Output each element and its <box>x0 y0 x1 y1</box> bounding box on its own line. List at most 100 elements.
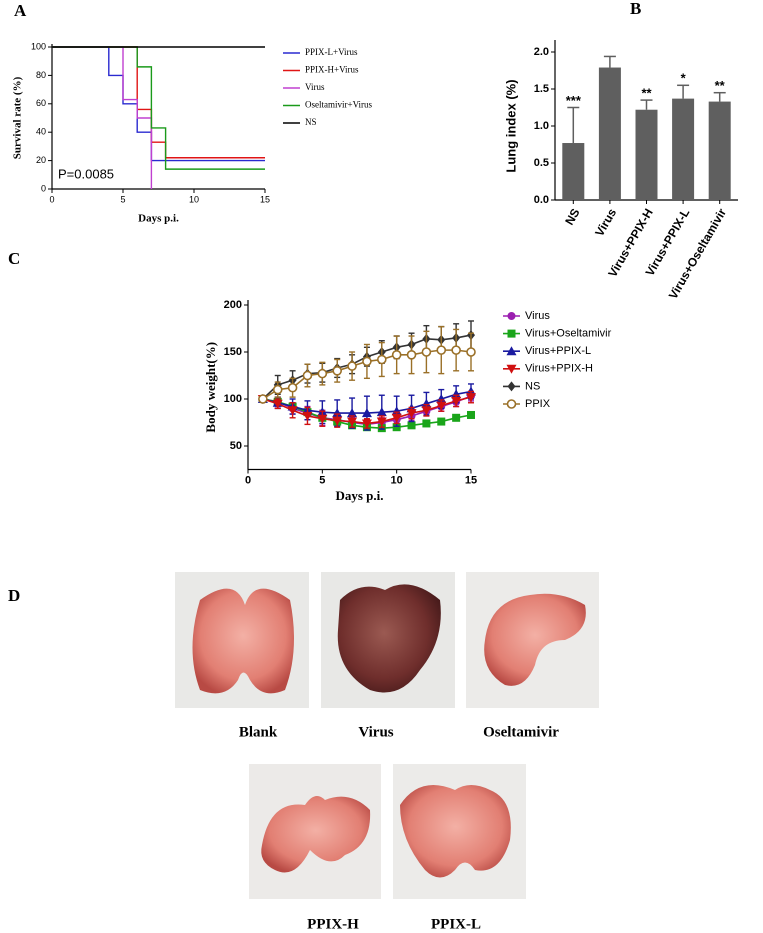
marker <box>302 370 313 381</box>
marker <box>451 345 461 355</box>
error-bar <box>640 99 653 110</box>
marker <box>506 364 517 374</box>
marker <box>302 411 313 421</box>
marker <box>376 417 387 427</box>
legend-label: NS <box>305 117 317 127</box>
marker <box>391 350 402 360</box>
marker <box>466 393 476 403</box>
significance-label: *** <box>566 93 582 108</box>
marker <box>506 399 517 409</box>
marker <box>376 407 387 417</box>
marker <box>436 345 447 355</box>
photo <box>175 572 309 708</box>
panel-label: C <box>8 249 20 268</box>
bar <box>598 67 621 200</box>
y-tick-label: 1.5 <box>534 83 549 95</box>
marker <box>507 312 516 320</box>
y-tick-label: 0.5 <box>534 157 549 169</box>
bar <box>635 109 658 200</box>
photo-caption: PPIX-H <box>307 916 359 932</box>
legend-label: PPIX-L+Virus <box>305 47 358 57</box>
marker <box>421 347 432 357</box>
legend-label: PPIX <box>525 398 551 410</box>
significance-label: ** <box>641 86 652 101</box>
x-tick-label: 15 <box>260 194 270 204</box>
marker <box>452 413 461 422</box>
x-tick-label: 10 <box>189 194 199 204</box>
marker <box>406 409 417 419</box>
marker <box>272 384 283 395</box>
y-tick-label: 50 <box>230 440 242 452</box>
chart: A 0 20 40 60 80 100 0 5 10 15 Survival rate (%) Days… <box>12 1 373 225</box>
marker <box>406 350 417 360</box>
x-tick-label: 10 <box>391 474 403 486</box>
legend-label: NS <box>525 380 540 392</box>
bar <box>562 143 585 200</box>
legend-label: Oseltamivir+Virus <box>305 100 373 110</box>
marker <box>451 389 462 399</box>
y-tick-label: 150 <box>224 346 242 358</box>
marker <box>332 365 343 376</box>
annotation: P=0.0085 <box>58 166 114 181</box>
y-tick-label: 40 <box>36 127 46 137</box>
marker <box>507 381 516 392</box>
significance-label: ** <box>715 78 726 93</box>
x-tick-label: Virus <box>592 206 619 239</box>
marker <box>361 419 372 429</box>
marker <box>506 346 517 356</box>
series-line <box>52 46 265 170</box>
photo <box>249 764 381 899</box>
x-tick-label: 5 <box>120 194 125 204</box>
y-tick-label: 80 <box>36 70 46 80</box>
marker <box>347 361 357 371</box>
x-tick-label: NS <box>562 206 582 227</box>
y-tick-label: 0.0 <box>534 194 549 206</box>
chart: C 50 100 150 200 0 5 10 15 Body weight(%) Days p.i… <box>8 249 612 503</box>
photo <box>321 572 455 708</box>
photo-caption: Virus <box>358 724 393 740</box>
y-axis-label: Survival rate (%) <box>12 76 24 159</box>
error-bar <box>603 55 616 68</box>
marker <box>317 368 328 379</box>
x-tick-label: 5 <box>319 474 325 486</box>
marker <box>332 408 343 418</box>
photo <box>466 572 599 708</box>
marker <box>392 423 401 432</box>
marker <box>407 421 416 430</box>
marker <box>287 406 298 416</box>
x-tick-label: 0 <box>49 194 54 204</box>
legend-label: Virus <box>305 82 325 92</box>
marker <box>332 416 343 426</box>
marker <box>361 408 372 418</box>
error-bar <box>677 84 690 99</box>
legend-label: Virus <box>525 310 550 322</box>
bar <box>672 98 695 200</box>
marker <box>347 417 358 427</box>
marker <box>347 408 358 418</box>
error-bar <box>713 91 726 102</box>
marker <box>376 354 387 365</box>
significance-label: * <box>681 71 687 86</box>
marker <box>421 398 432 408</box>
marker <box>391 406 402 416</box>
marker <box>422 419 431 428</box>
marker <box>317 414 328 424</box>
y-tick-label: 200 <box>224 299 242 311</box>
marker <box>258 394 268 404</box>
marker <box>421 406 432 416</box>
panel-label: A <box>14 1 27 20</box>
photo-caption: PPIX-L <box>431 916 481 932</box>
legend-label: Virus+PPIX-L <box>525 345 591 357</box>
marker <box>466 347 476 357</box>
marker <box>436 394 447 403</box>
marker <box>272 399 283 409</box>
y-tick-label: 0 <box>41 183 46 193</box>
photo <box>393 764 526 899</box>
x-tick-label: 15 <box>465 474 477 486</box>
marker <box>362 356 372 367</box>
y-tick-label: 1.0 <box>534 120 549 132</box>
photo-caption: Blank <box>239 724 278 740</box>
panel-label: B <box>630 0 641 18</box>
